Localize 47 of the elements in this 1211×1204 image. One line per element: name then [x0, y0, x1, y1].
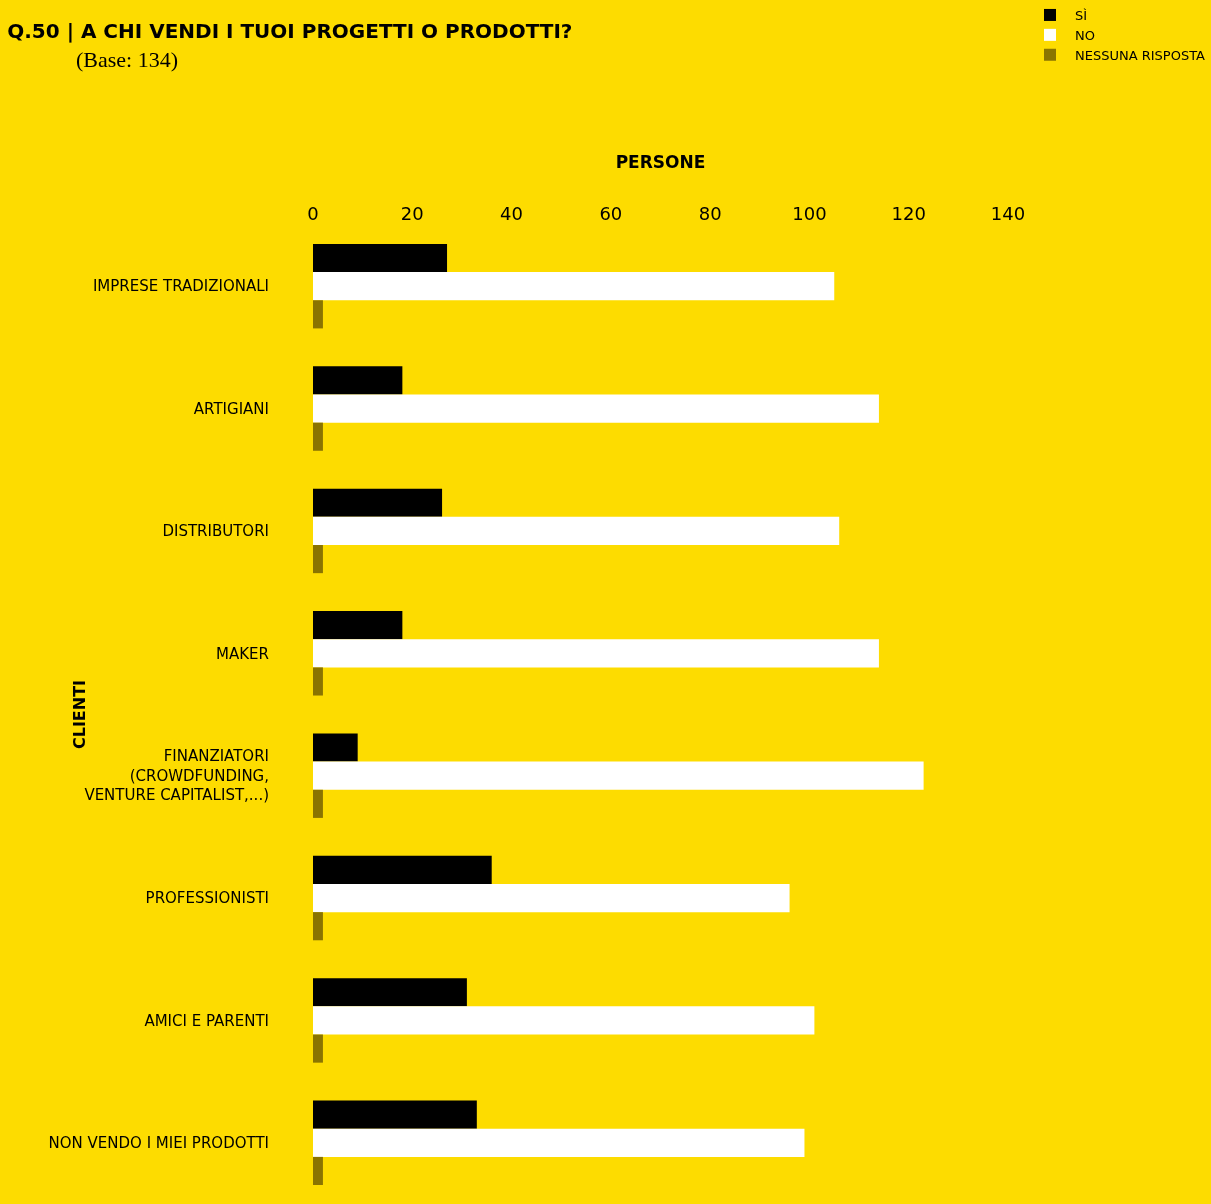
bar	[313, 300, 323, 329]
x-tick-label: 140	[990, 203, 1026, 225]
bar	[313, 488, 443, 517]
x-tick-label: 20	[400, 203, 424, 225]
bar	[313, 733, 358, 762]
bar	[313, 516, 840, 546]
bar	[313, 789, 323, 818]
bar	[313, 394, 879, 423]
x-tick-label: 80	[698, 203, 722, 225]
bar	[313, 272, 835, 301]
y-tick-label: DISTRIBUTORI	[162, 522, 269, 541]
x-tick-label: 60	[599, 203, 623, 225]
bar	[313, 883, 790, 913]
y-tick-label: AMICI E PARENTI	[144, 1011, 269, 1030]
bar	[313, 912, 323, 941]
bar	[313, 761, 924, 790]
y-tick-label: NON VENDO I MIEI PRODOTTI	[48, 1134, 269, 1153]
bar	[313, 545, 323, 574]
bar	[313, 1034, 323, 1063]
legend-label: NESSUNA RISPOSTA	[1075, 47, 1206, 63]
legend-label: SÌ	[1075, 8, 1088, 24]
y-tick-label: PROFESSIONISTI	[145, 889, 269, 908]
x-tick-label: 0	[307, 203, 319, 225]
bar	[313, 1100, 477, 1129]
y-tick-label: ARTIGIANI	[193, 399, 269, 418]
text: (Base: 134)	[76, 47, 179, 72]
y-tick-label: FINANZIATORI (CROWDFUNDING, VENTURE CAPITALIST,...)	[84, 747, 269, 805]
y-axis-title: CLIENTI	[70, 679, 90, 750]
bar	[313, 1128, 805, 1157]
chart-title: Q.50 | A CHI VENDI I TUOI PROGETTI O PRODOTTI?	[7, 19, 573, 43]
bar	[313, 667, 323, 696]
bar	[313, 611, 403, 640]
x-tick-label: 100	[792, 203, 827, 225]
x-tick-label: 40	[500, 203, 524, 225]
bar	[313, 855, 492, 884]
y-tick-label: IMPRESE TRADIZIONALI	[92, 277, 269, 296]
bar	[313, 366, 403, 395]
bar	[313, 422, 323, 451]
y-tick-label: MAKER	[216, 644, 269, 663]
x-axis-title: PERSONE	[615, 151, 706, 172]
bar	[313, 1006, 815, 1035]
legend-label: NO	[1075, 27, 1095, 43]
bar	[313, 978, 467, 1007]
x-tick-label: 120	[891, 203, 926, 225]
bar	[313, 639, 879, 668]
bar	[313, 243, 448, 273]
bar	[313, 1156, 323, 1186]
